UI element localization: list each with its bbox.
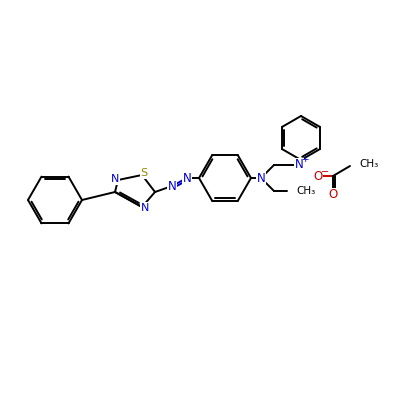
Text: N: N: [141, 203, 149, 213]
Text: CH₃: CH₃: [359, 159, 378, 169]
Text: O: O: [328, 188, 338, 202]
Text: S: S: [140, 168, 148, 178]
Text: N: N: [111, 174, 119, 184]
Text: N: N: [168, 180, 176, 192]
Text: −: −: [321, 167, 329, 177]
Text: N: N: [257, 172, 265, 184]
Text: N: N: [295, 158, 303, 172]
Text: CH₃: CH₃: [296, 186, 315, 196]
Text: O: O: [313, 170, 323, 182]
Text: N: N: [183, 172, 191, 184]
Text: +: +: [301, 156, 309, 164]
